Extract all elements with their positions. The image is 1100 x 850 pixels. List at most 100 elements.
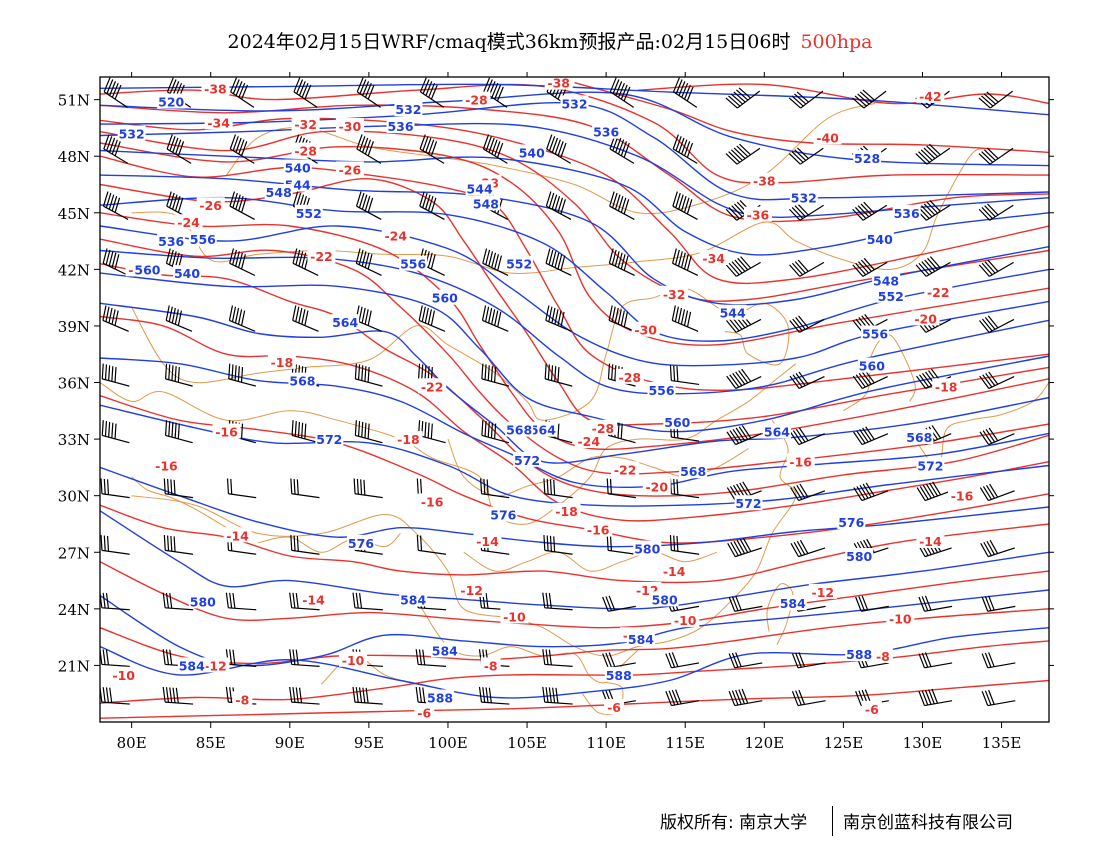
- height-label-bg: [604, 666, 633, 682]
- footer-separator: [832, 806, 833, 836]
- temperature-contour: [574, 82, 1049, 154]
- wind-barb: [728, 595, 763, 612]
- temperature-contour: [100, 117, 1049, 285]
- wind-barb: [672, 77, 698, 108]
- lon-label: 120E: [745, 734, 785, 752]
- wind-barb: [102, 305, 129, 332]
- height-label: 584: [628, 632, 654, 647]
- height-label-bg: [331, 314, 360, 330]
- wind-barb: [918, 595, 953, 612]
- height-label: 540: [174, 266, 200, 281]
- height-label-bg: [528, 421, 557, 437]
- height-label: 576: [348, 536, 374, 551]
- wind-barb: [665, 652, 700, 669]
- height-label-bg: [762, 423, 791, 439]
- height-label-bg: [861, 325, 890, 341]
- lat-label: 24N: [58, 601, 90, 619]
- height-label-bg: [505, 255, 534, 271]
- temperature-label-bg: [544, 77, 573, 90]
- temperature-label-bg: [500, 608, 529, 624]
- height-label-bg: [734, 495, 763, 511]
- wind-barb: [352, 686, 383, 705]
- height-label-bg: [386, 118, 415, 134]
- temperature-label-bg: [948, 487, 977, 503]
- temperature-label: -18: [397, 432, 420, 447]
- height-label: 564: [530, 423, 556, 438]
- temperature-label-bg: [552, 502, 581, 518]
- wind-barb: [672, 191, 698, 220]
- height-label: 544: [467, 181, 493, 196]
- height-label: 564: [332, 315, 358, 330]
- wind-barb: [726, 425, 762, 446]
- height-label: 572: [735, 496, 761, 511]
- height-contour: [100, 510, 1049, 610]
- wind-barb: [226, 478, 257, 499]
- wind-barb: [352, 592, 383, 611]
- wind-barb: [166, 134, 192, 164]
- temperature-label: -8: [235, 692, 249, 707]
- temperature-label-bg: [480, 657, 501, 673]
- height-label-bg: [679, 463, 708, 479]
- height-label-bg: [188, 593, 217, 609]
- height-label: 556: [862, 326, 888, 341]
- temperature-label-bg: [204, 114, 233, 130]
- height-label: 568: [506, 423, 532, 438]
- temperature-label-bg: [660, 285, 689, 301]
- height-contours: [100, 83, 1049, 699]
- lon-label: 85E: [196, 734, 226, 752]
- wind-barb: [978, 90, 1014, 109]
- height-label-bg: [905, 429, 934, 445]
- temperature-label-bg: [335, 161, 364, 177]
- lat-label: 33N: [58, 431, 90, 449]
- wind-barb: [609, 77, 634, 108]
- height-label-bg: [399, 255, 428, 271]
- wind-barb: [293, 77, 318, 108]
- temperature-label: -8: [876, 649, 890, 664]
- wind-barb: [103, 134, 129, 164]
- height-label: 532: [791, 191, 817, 206]
- wind-barb: [482, 134, 508, 164]
- height-label-bg: [399, 591, 428, 607]
- height-label: 572: [917, 459, 943, 474]
- height-label-bg: [264, 184, 293, 200]
- height-label: 536: [593, 125, 619, 140]
- plot-frame: [99, 76, 1050, 723]
- wind-barb: [290, 478, 320, 499]
- wind-barb: [354, 363, 383, 387]
- height-label: 584: [400, 592, 426, 607]
- temperature-label-bg: [291, 142, 320, 158]
- wind-barb: [979, 371, 1015, 390]
- temperature-label-bg: [631, 321, 660, 337]
- height-label-bg: [471, 195, 500, 211]
- latitude-axis: 51N 48N 45N 42N 39N 36N 33N 30N 27N 24N 21N: [58, 92, 1054, 675]
- height-label: 560: [859, 359, 885, 374]
- temperature-label-bg: [174, 214, 203, 230]
- wind-barb: [671, 248, 699, 276]
- wind-barb: [855, 595, 889, 612]
- wind-barb: [978, 259, 1014, 277]
- height-label: 584: [179, 658, 205, 673]
- height-label: 540: [519, 145, 545, 160]
- height-label: 536: [158, 234, 184, 249]
- wind-barb: [292, 305, 319, 332]
- temperature-label: -6: [607, 700, 621, 715]
- wind-barb: [162, 686, 194, 705]
- wind-barb: [100, 478, 130, 499]
- wind-barb: [609, 191, 635, 220]
- wind-barb: [608, 248, 635, 276]
- wind-barb: [853, 482, 889, 502]
- temperature-label: -22: [614, 462, 637, 477]
- temperature-label-bg: [291, 116, 320, 132]
- temperature-label-bg: [611, 461, 640, 477]
- wind-barb: [229, 134, 255, 164]
- wind-barb: [981, 652, 1016, 669]
- height-label-bg: [283, 159, 312, 175]
- temperature-label-bg: [615, 368, 644, 384]
- height-label-bg: [465, 180, 494, 196]
- height-contour: [100, 249, 1049, 395]
- wind-barb: [164, 363, 193, 387]
- temperature-label-bg: [642, 478, 671, 494]
- temperature-label: -14: [663, 564, 686, 579]
- temperature-contour: [637, 83, 1049, 105]
- height-label: 564: [764, 425, 790, 440]
